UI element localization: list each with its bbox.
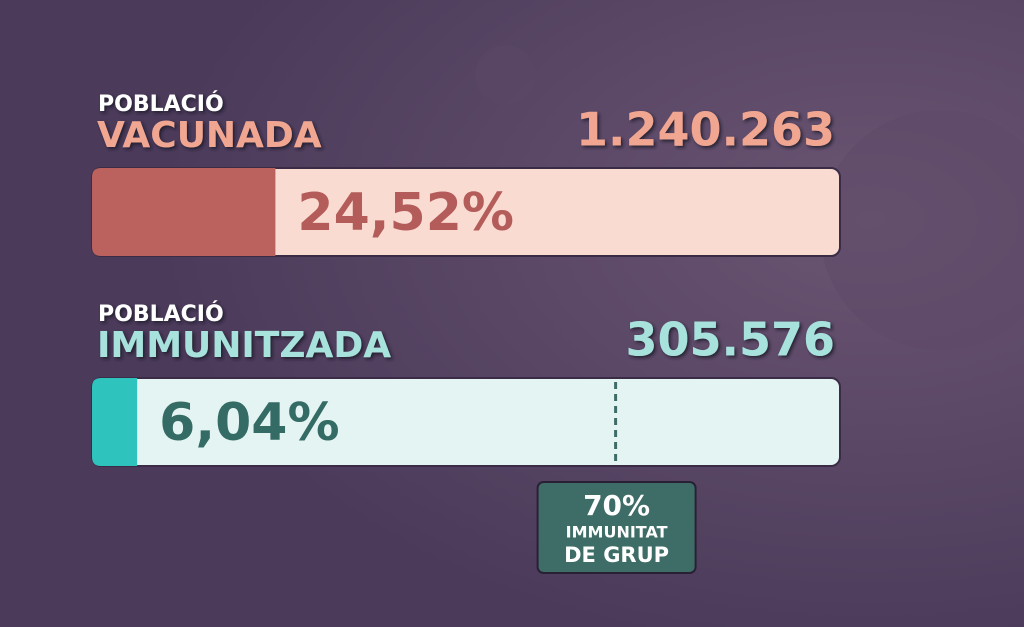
label-top: POBLACIÓ (98, 301, 224, 327)
count: 305.576 (625, 313, 835, 367)
label: VACUNADA (97, 115, 322, 156)
threshold-text: DE GRUP (564, 543, 669, 567)
virus-decoration (475, 45, 535, 105)
bar-fill (92, 168, 276, 256)
count: 1.240.263 (576, 103, 835, 157)
virus-decoration (820, 110, 1024, 350)
bar-fill (92, 378, 138, 466)
value-label: 6,04% (159, 393, 339, 453)
threshold-text: IMMUNITAT (566, 523, 668, 542)
label-top: POBLACIÓ (98, 91, 224, 117)
threshold-label: 70% (583, 489, 650, 522)
value-label: 24,52% (297, 183, 514, 243)
threshold-badge (536, 481, 697, 574)
label: IMMUNITZADA (97, 325, 391, 366)
